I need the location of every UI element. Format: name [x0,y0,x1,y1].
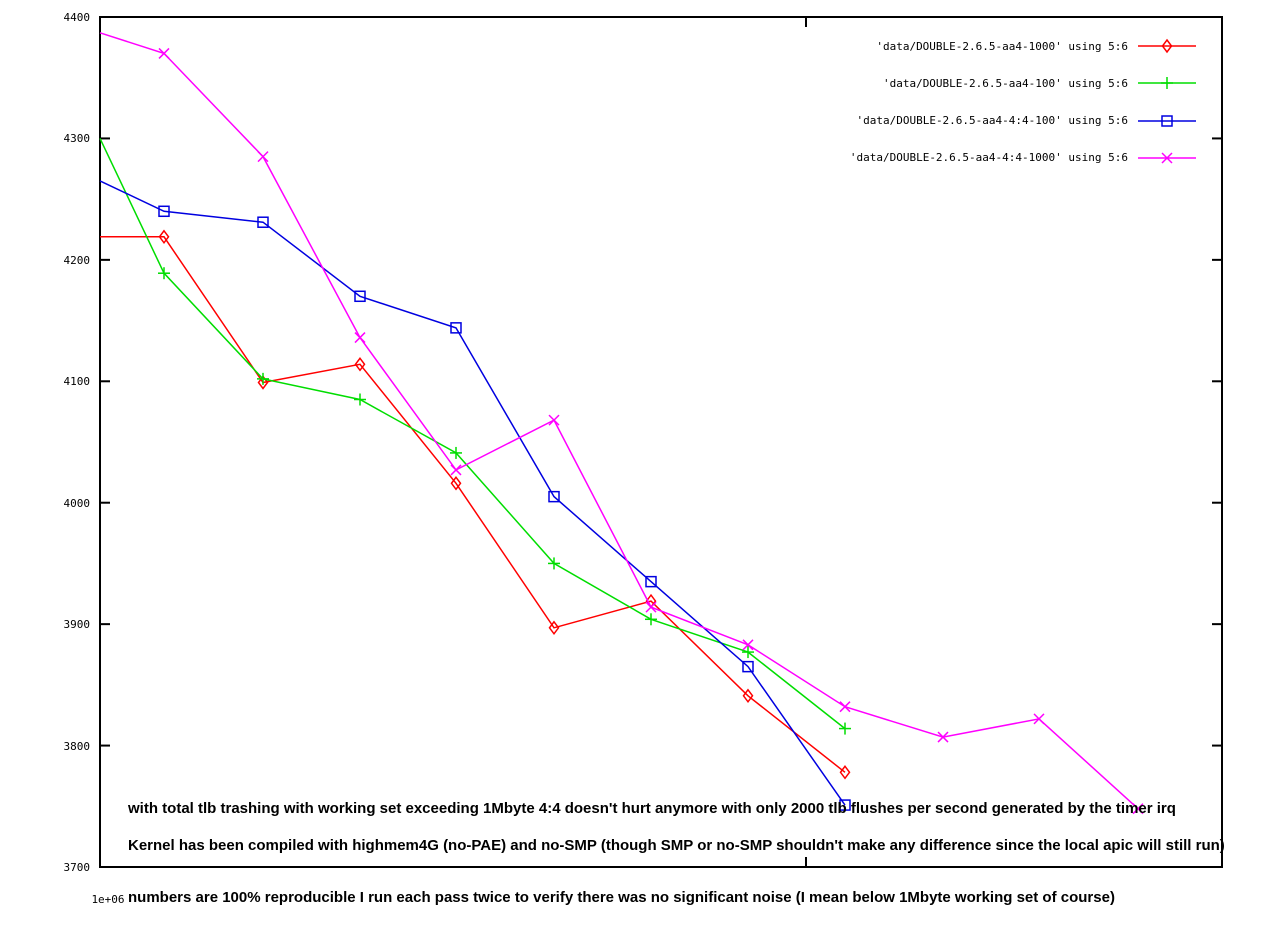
y-tick-label: 4400 [63,11,91,24]
marker-x [1132,803,1144,815]
legend-label: 'data/DOUBLE-2.6.5-aa4-1000' using 5:6 [876,39,1128,53]
annotation-reproducibility: numbers are 100% reproducible I run each… [128,889,1115,906]
series-line-aa4-1000 [100,236,846,773]
legend-entry-aa4-44-100: 'data/DOUBLE-2.6.5-aa4-4:4-100' using 5:… [856,111,1196,131]
marker-x [548,414,560,426]
marker-square [354,290,366,303]
series-line-aa4-44-100 [99,180,846,806]
legend-label: 'data/DOUBLE-2.6.5-aa4-4:4-1000' using 5… [849,151,1128,165]
series-line-aa4-44-1000 [99,32,1139,810]
marker-x [742,639,754,651]
marker-x [937,731,949,743]
marker-x [257,151,269,163]
y-tick-label: 4300 [63,132,91,146]
annotation-kernel-config: Kernel has been compiled with highmem4G … [128,837,1225,854]
y-tick-label: 4100 [63,375,91,389]
marker-square [548,490,560,503]
marker-x [354,332,366,344]
marker-diamond [839,765,851,780]
y-tick-label: 4000 [63,496,91,510]
marker-diamond [257,375,269,390]
marker-x [839,701,851,713]
marker-x [450,464,462,476]
marker-square [645,575,657,588]
legend-entry-aa4-44-1000: 'data/DOUBLE-2.6.5-aa4-4:4-1000' using 5… [850,148,1196,168]
legend-sample-line [1138,152,1196,164]
y-tick-label: 3700 [63,861,91,874]
x-tick-label: 1e+06 [91,893,125,906]
marker-square [742,660,754,673]
plot-border [99,16,1223,868]
marker-square [450,322,462,334]
marker-diamond [742,688,754,704]
series-line-aa4-100 [99,138,846,730]
marker-square [257,216,269,228]
marker-x [1033,713,1045,725]
marker-diamond [548,620,560,636]
legend-label: 'data/DOUBLE-2.6.5-aa4-4:4-100' using 5:… [856,114,1128,128]
marker-diamond [450,476,462,491]
marker-diamond [354,357,366,372]
y-tick-label: 4200 [63,253,91,267]
y-tick-label: 3900 [63,618,91,632]
marker-square [839,799,851,811]
y-tick-label: 3800 [63,739,91,753]
legend-sample-line [1138,77,1196,90]
marker-square [158,205,170,218]
marker-diamond [158,229,170,245]
legend-sample-line [1138,38,1196,54]
legend-label: 'data/DOUBLE-2.6.5-aa4-100' using 5:6 [882,76,1128,90]
legend-entry-aa4-100: 'data/DOUBLE-2.6.5-aa4-100' using 5:6 [883,73,1196,93]
legend-sample-line [1138,114,1196,127]
marker-x [645,601,657,613]
annotation-tlb-trashing: with total tlb trashing with working set… [128,800,1176,817]
legend-entry-aa4-1000: 'data/DOUBLE-2.6.5-aa4-1000' using 5:6 [876,36,1196,56]
marker-x [158,47,170,59]
